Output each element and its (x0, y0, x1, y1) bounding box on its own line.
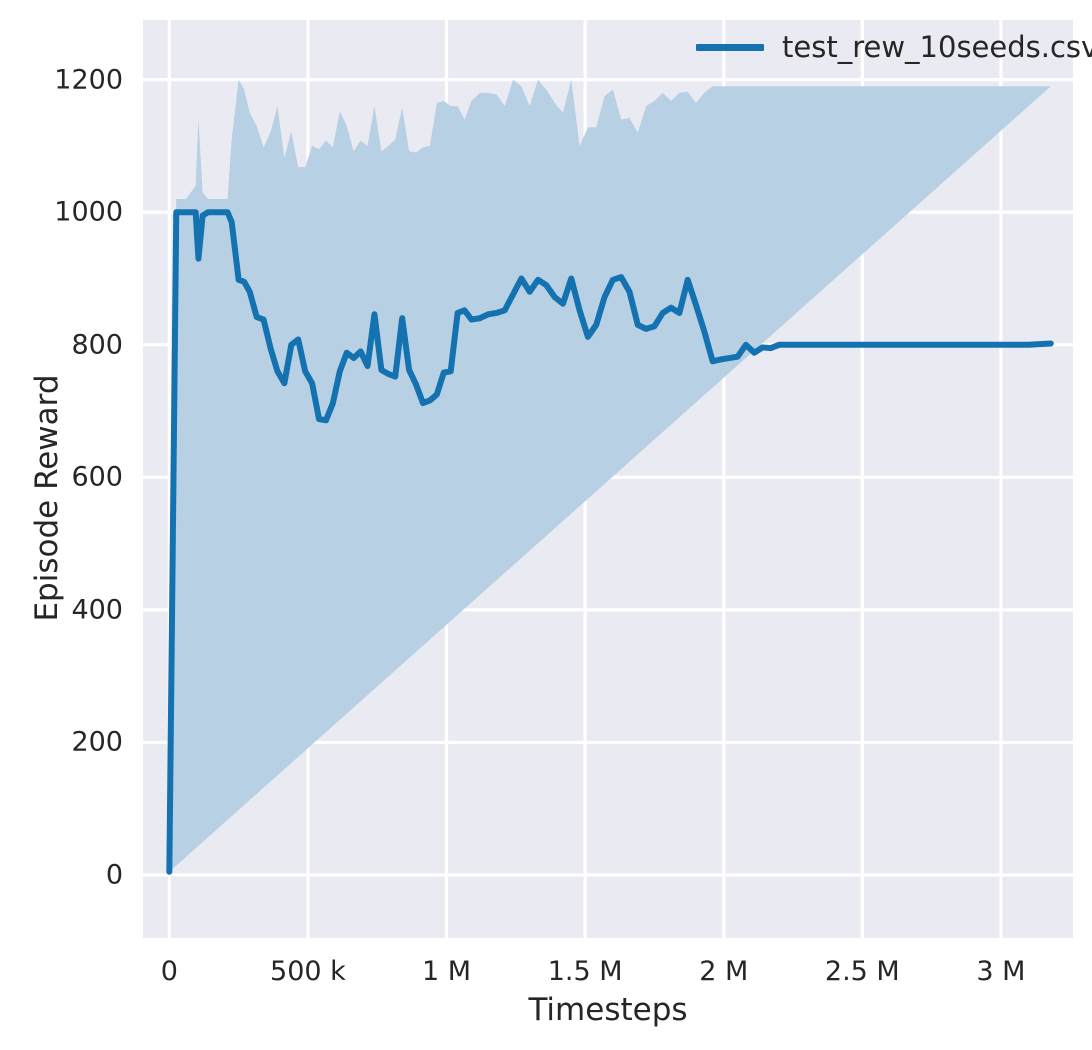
series-line-path (166, 209, 1054, 875)
x-tick-label: 0 (160, 956, 178, 987)
y-tick-label: 0 (105, 859, 123, 891)
y-axis-label: Episode Reward (29, 374, 65, 622)
series-confidence-band (169, 79, 1051, 872)
y-tick-label: 1200 (54, 64, 123, 96)
x-tick-label: 1.5 M (547, 956, 623, 987)
x-tick-label: 3 M (976, 956, 1026, 987)
series-line (166, 209, 1054, 875)
y-tick-label: 200 (71, 726, 123, 758)
x-tick-label: 2.5 M (824, 956, 900, 987)
y-tick-label: 600 (71, 461, 123, 493)
y-tick-label: 1000 (54, 196, 123, 228)
x-axis-label: Timesteps (528, 992, 688, 1028)
y-tick-label: 800 (71, 329, 123, 361)
x-tick-label: 2 M (699, 956, 749, 987)
y-tick-label: 400 (71, 594, 123, 626)
legend-entry-label: test_rew_10seeds.csv (782, 30, 1092, 64)
legend-line-sample (696, 43, 764, 51)
chart-legend: test_rew_10seeds.csv (690, 26, 1092, 68)
x-tick-label: 500 k (270, 956, 346, 987)
x-tick-label: 1 M (422, 956, 472, 987)
confidence-band (169, 79, 1051, 872)
